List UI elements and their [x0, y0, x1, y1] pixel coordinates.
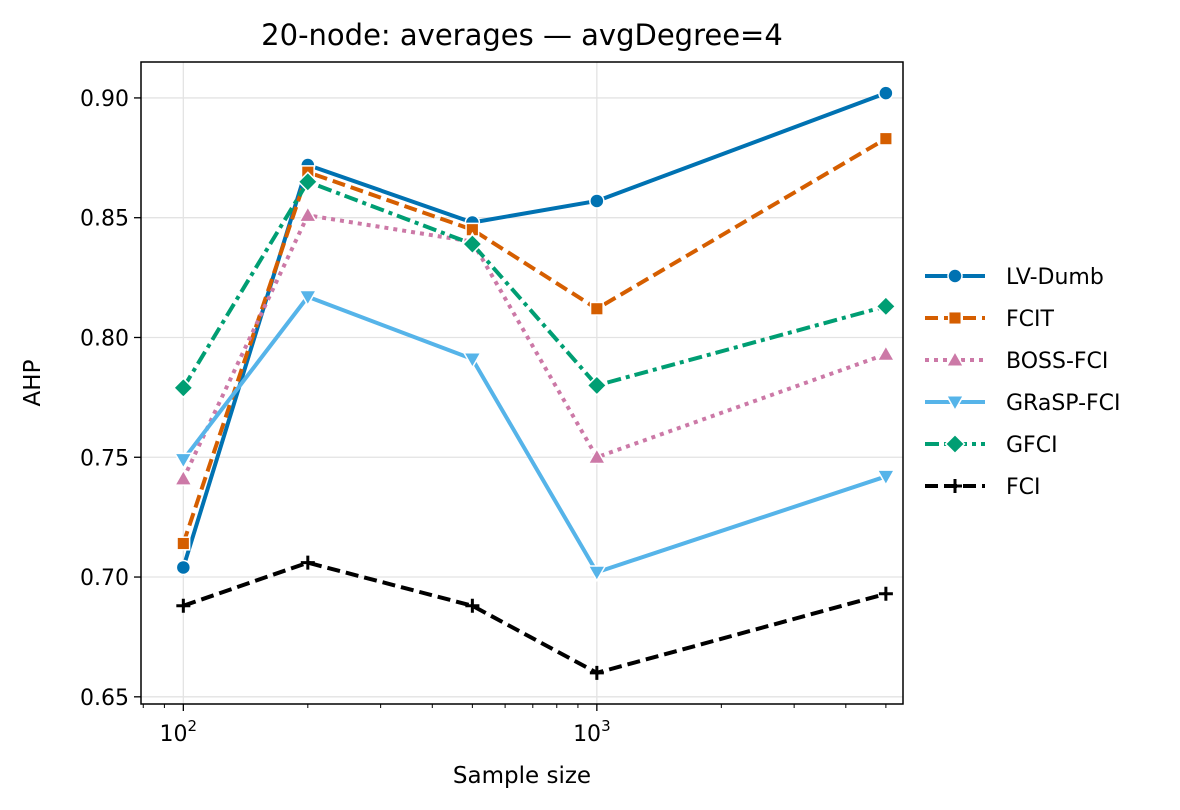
- y-tick-label: 0.70: [80, 566, 129, 591]
- y-tick-label: 0.80: [80, 326, 129, 351]
- series-line-boss-fci: [181, 213, 887, 480]
- legend: LV-Dumb FCIT BOSS-FCI GRaSP-FCI GFCI FCI: [925, 265, 1121, 500]
- series-line-fcit: [181, 136, 887, 545]
- legend-label-gfci: GFCI: [1006, 433, 1058, 458]
- y-tick-label: 0.85: [80, 207, 129, 232]
- data-point-fci: [465, 598, 480, 613]
- series-line-gfci: [181, 179, 887, 389]
- legend-label-fcit: FCIT: [1006, 307, 1055, 332]
- legend-marker-fci: [948, 479, 962, 493]
- data-point-fcit: [878, 131, 893, 146]
- chart-title: 20-node: averages — avgDegree=4: [261, 18, 783, 52]
- series-gfci: [172, 171, 897, 399]
- series-fci: [176, 555, 893, 680]
- legend-marker-gfci: [944, 433, 966, 455]
- y-tick-label: 0.90: [80, 87, 129, 112]
- series-line-fci: [182, 560, 887, 675]
- data-point-gfci: [297, 171, 319, 193]
- data-point-boss-fci: [876, 344, 896, 362]
- data-point-grasp-fci: [173, 452, 194, 470]
- x-tick-label: 102: [160, 717, 198, 747]
- data-point-grasp-fci: [587, 565, 607, 583]
- legend-marker-boss-fci: [945, 350, 965, 368]
- data-point-fcit: [589, 301, 604, 316]
- data-point-fci: [589, 665, 604, 680]
- legend-label-lv-dumb: LV-Dumb: [1006, 265, 1104, 290]
- data-point-boss-fci: [587, 447, 607, 465]
- axes: 0.65 0.70 0.75 0.80 0.85 0.90 102 103: [80, 87, 887, 747]
- y-tick-label: 0.65: [80, 686, 129, 711]
- data-point-gfci: [172, 377, 194, 399]
- data-point-fci: [176, 598, 191, 613]
- x-axis-label: Sample size: [453, 763, 591, 789]
- data-point-gfci: [875, 295, 897, 317]
- y-tick-label: 0.75: [80, 446, 129, 471]
- legend-marker-lv-dumb: [947, 268, 963, 284]
- series-grasp-fci: [173, 289, 896, 583]
- grid: [141, 62, 903, 704]
- data-point-gfci: [461, 233, 483, 255]
- data-point-fci: [878, 586, 893, 601]
- x-tick-label: 103: [573, 717, 611, 747]
- data-point-lv-dumb: [589, 193, 605, 209]
- data-point-grasp-fci: [876, 469, 896, 487]
- plot-frame: [140, 61, 904, 705]
- data-point-grasp-fci: [298, 289, 318, 307]
- legend-label-boss-fci: BOSS-FCI: [1006, 349, 1108, 374]
- data-point-fcit: [176, 536, 191, 551]
- legend-marker-grasp-fci: [945, 394, 965, 412]
- data-point-lv-dumb: [878, 85, 894, 101]
- legend-marker-fcit: [947, 310, 963, 326]
- legend-label-fci: FCI: [1006, 475, 1041, 500]
- data-point-boss-fci: [173, 468, 194, 486]
- data-point-lv-dumb: [175, 559, 192, 576]
- data-point-boss-fci: [298, 205, 318, 223]
- series-line-lv-dumb: [181, 91, 887, 569]
- series-fcit: [176, 131, 893, 551]
- data-point-gfci: [586, 374, 608, 396]
- legend-label-grasp-fci: GRaSP-FCI: [1006, 391, 1121, 416]
- series-layer: [172, 85, 897, 680]
- data-point-grasp-fci: [462, 351, 483, 369]
- data-point-fci: [300, 555, 315, 570]
- y-axis-label: AHP: [20, 359, 46, 406]
